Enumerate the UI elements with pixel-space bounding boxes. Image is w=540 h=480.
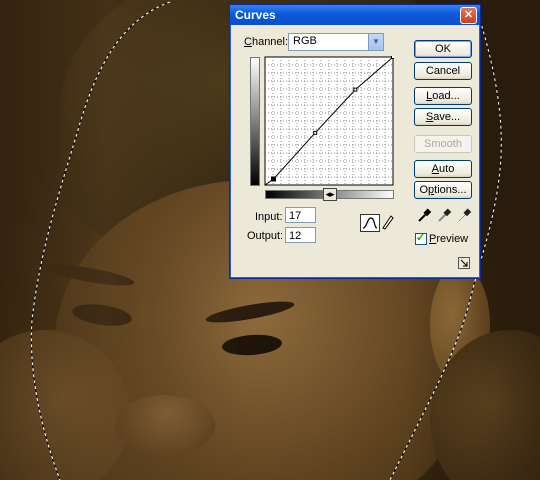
gray-eyedropper-icon[interactable] <box>436 207 452 223</box>
white-eyedropper-icon[interactable] <box>456 207 472 223</box>
output-label: Output: <box>247 230 284 242</box>
swap-arrows-icon[interactable]: ◂▸ <box>323 188 337 201</box>
curve-control-point[interactable] <box>313 130 318 135</box>
channel-value: RGB <box>293 35 317 47</box>
input-field[interactable]: 17 <box>285 207 316 223</box>
auto-button[interactable]: Auto <box>414 160 472 178</box>
curve-control-point[interactable] <box>391 56 395 59</box>
output-gradient-bar <box>250 57 260 186</box>
cancel-button[interactable]: Cancel <box>414 62 472 80</box>
options-button[interactable]: Options... <box>414 181 472 199</box>
dialog-titlebar[interactable]: Curves ✕ <box>230 5 480 25</box>
chevron-down-icon[interactable]: ▼ <box>368 34 383 50</box>
resize-icon[interactable] <box>458 256 470 269</box>
smooth-button: Smooth <box>414 135 472 153</box>
load-button[interactable]: Load... <box>414 87 472 105</box>
pencil-icon[interactable] <box>380 214 394 230</box>
channel-label: Channel: <box>244 36 289 48</box>
curve-graph[interactable] <box>264 56 394 186</box>
curve-control-point[interactable] <box>271 176 277 182</box>
channel-select[interactable]: RGB ▼ <box>288 33 384 51</box>
input-label: Input: <box>255 211 283 223</box>
curve-control-point[interactable] <box>353 87 358 92</box>
save-button[interactable]: Save... <box>414 108 472 126</box>
dialog-title: Curves <box>235 8 276 22</box>
close-icon[interactable]: ✕ <box>460 7 477 24</box>
ok-button[interactable]: OK <box>414 40 472 58</box>
preview-label: Preview <box>429 233 469 245</box>
curves-dialog: Curves ✕ Channel: RGB ▼ ◂▸ Input: 17 Out… <box>229 4 481 279</box>
curve-tool-icon[interactable] <box>360 214 380 232</box>
preview-checkbox[interactable]: ✓ <box>415 232 427 245</box>
black-eyedropper-icon[interactable] <box>416 207 432 223</box>
output-field[interactable]: 12 <box>285 227 316 243</box>
